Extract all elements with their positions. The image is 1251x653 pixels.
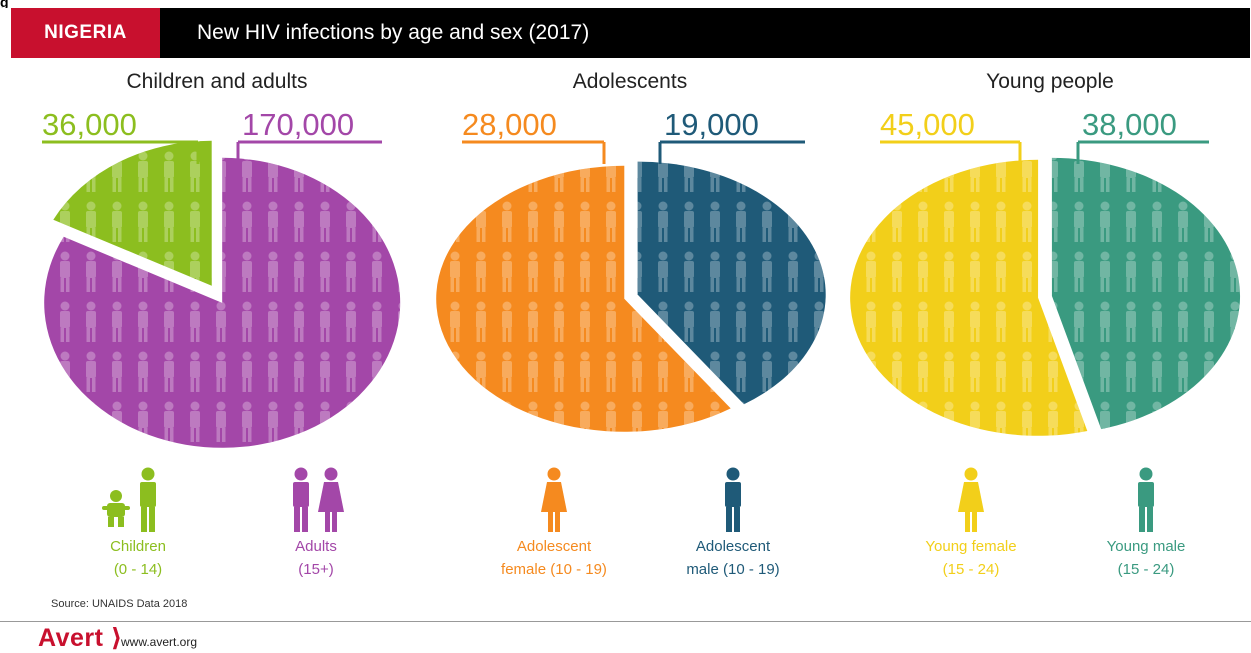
man-icon	[1138, 467, 1154, 532]
value-label: 45,000	[880, 107, 975, 142]
value-label: 19,000	[664, 107, 759, 142]
woman-icon	[541, 467, 567, 532]
legend-label: Adults	[295, 538, 337, 555]
website-url: www.avert.org	[121, 635, 198, 649]
page-title: New HIV infections by age and sex (2017)	[197, 21, 590, 44]
woman-icon	[958, 467, 984, 532]
pie-charts: Children and adults 36,000 170,000 Adolesce…	[42, 70, 1241, 578]
chart-title: Young people	[986, 70, 1114, 93]
labels-layer: Children and adults 36,000 170,000 Adolesce…	[42, 70, 1209, 164]
pie-slice-young-female-pattern	[850, 159, 1088, 436]
value-label: 36,000	[42, 107, 137, 142]
legend-sublabel: (15+)	[298, 561, 333, 578]
pie-slice-adolescent-male-pattern	[637, 161, 826, 405]
legend-layer: Children (0 - 14) Adults (15+) Adolescent fem…	[102, 467, 1186, 578]
cropped-heading-fragment: g	[0, 0, 9, 8]
pie-slice-young-male-pattern	[1051, 157, 1241, 430]
legend-label: Adolescent	[517, 538, 592, 555]
legend-sublabel: (0 - 14)	[114, 561, 162, 578]
child-and-man-icon	[102, 467, 156, 532]
legend-label: Young male	[1107, 538, 1186, 555]
legend-label: Children	[110, 538, 166, 555]
slices-layer	[44, 140, 1241, 448]
legend-sublabel: (15 - 24)	[1118, 561, 1175, 578]
pie-slice-adolescent-pattern	[436, 165, 731, 432]
pie-slice-adults-pattern	[44, 157, 401, 448]
legend-sublabel: male (10 - 19)	[686, 561, 779, 578]
header-bar: NIGERIA New HIV infections by age and se…	[11, 8, 1250, 58]
legend-label: Young female	[925, 538, 1016, 555]
value-label: 28,000	[462, 107, 557, 142]
source-note: Source: UNAIDS Data 2018	[51, 598, 188, 610]
chart-title: Children and adults	[127, 70, 308, 93]
pie-slice-children-pattern	[53, 140, 212, 286]
value-label: 38,000	[1082, 107, 1177, 142]
value-label: 170,000	[242, 107, 354, 142]
legend-sublabel: female (10 - 19)	[501, 561, 607, 578]
man-and-woman-icon	[293, 467, 344, 532]
legend-sublabel: (15 - 24)	[943, 561, 1000, 578]
avert-logo: Avert ⟩	[38, 624, 123, 652]
footer-divider	[0, 621, 1251, 622]
chart-title: Adolescents	[573, 70, 687, 93]
country-label: NIGERIA	[44, 22, 127, 43]
legend-label: Adolescent	[696, 538, 771, 555]
country-badge	[11, 8, 160, 58]
man-icon	[725, 467, 741, 532]
